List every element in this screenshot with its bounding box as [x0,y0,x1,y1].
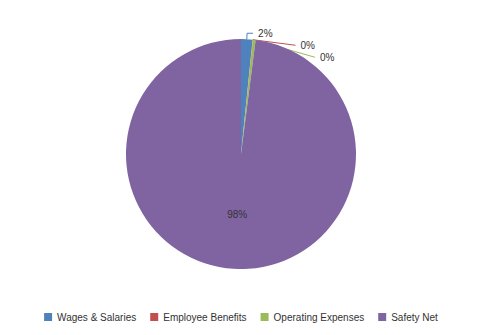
svg-text:Safety Net: Safety Net [391,312,438,323]
svg-text:Employee Benefits: Employee Benefits [163,312,246,323]
svg-text:Operating Expenses: Operating Expenses [274,312,365,323]
svg-text:98%: 98% [227,209,247,220]
svg-text:0%: 0% [301,40,316,51]
svg-text:Wages & Salaries: Wages & Salaries [57,312,136,323]
svg-text:2%: 2% [258,28,273,39]
svg-text:0%: 0% [320,52,335,63]
